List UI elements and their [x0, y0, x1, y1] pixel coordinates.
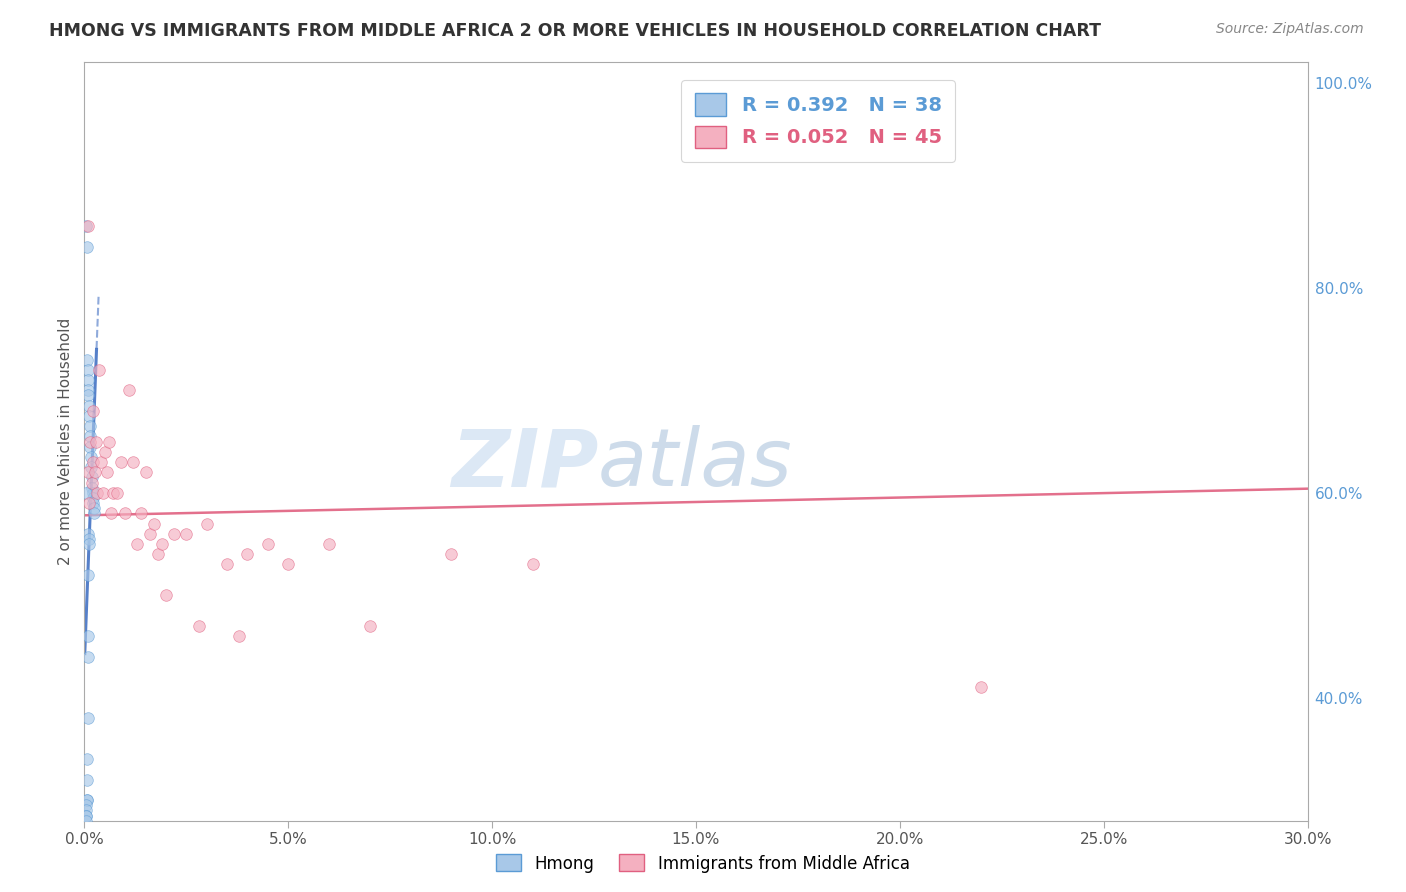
Point	[76, 772, 98, 787]
Point	[174, 526, 197, 541]
Point	[195, 516, 218, 531]
Point	[79, 440, 101, 454]
Point	[77, 526, 100, 541]
Text: atlas: atlas	[598, 425, 793, 503]
Point	[110, 455, 132, 469]
Point	[77, 384, 100, 398]
Point	[77, 711, 100, 725]
Legend: R = 0.392   N = 38, R = 0.052   N = 45: R = 0.392 N = 38, R = 0.052 N = 45	[682, 79, 955, 161]
Point	[114, 506, 136, 520]
Point	[75, 485, 97, 500]
Point	[236, 547, 259, 561]
Point	[187, 619, 209, 633]
Point	[217, 558, 239, 572]
Point	[138, 526, 160, 541]
Point	[77, 537, 100, 551]
Point	[76, 752, 98, 766]
Point	[82, 481, 104, 495]
Point	[155, 588, 177, 602]
Y-axis label: 2 or more Vehicles in Household: 2 or more Vehicles in Household	[58, 318, 73, 566]
Point	[97, 434, 120, 449]
Point	[122, 455, 145, 469]
Point	[77, 399, 100, 413]
Point	[90, 455, 112, 469]
Point	[80, 460, 103, 475]
Point	[76, 363, 98, 377]
Point	[142, 516, 165, 531]
Point	[146, 547, 169, 561]
Point	[77, 409, 100, 423]
Point	[77, 567, 100, 582]
Text: HMONG VS IMMIGRANTS FROM MIDDLE AFRICA 2 OR MORE VEHICLES IN HOUSEHOLD CORRELATI: HMONG VS IMMIGRANTS FROM MIDDLE AFRICA 2…	[49, 22, 1101, 40]
Point	[77, 465, 100, 479]
Point	[82, 455, 104, 469]
Point	[75, 808, 97, 822]
Point	[82, 404, 104, 418]
Point	[118, 384, 141, 398]
Point	[76, 793, 98, 807]
Point	[359, 619, 381, 633]
Point	[76, 793, 98, 807]
Point	[77, 496, 100, 510]
Point	[86, 485, 108, 500]
Point	[79, 434, 101, 449]
Point	[127, 537, 149, 551]
Point	[75, 804, 97, 818]
Point	[101, 485, 124, 500]
Point	[105, 485, 128, 500]
Point	[91, 485, 114, 500]
Point	[83, 501, 105, 516]
Point	[100, 506, 122, 520]
Point	[135, 465, 157, 479]
Point	[96, 465, 118, 479]
Legend: Hmong, Immigrants from Middle Africa: Hmong, Immigrants from Middle Africa	[489, 847, 917, 880]
Point	[76, 240, 98, 254]
Point	[79, 419, 101, 434]
Point	[318, 537, 340, 551]
Point	[131, 506, 153, 520]
Point	[80, 450, 103, 464]
Point	[77, 388, 100, 402]
Point	[75, 814, 97, 828]
Point	[257, 537, 280, 551]
Point	[150, 537, 173, 551]
Point	[440, 547, 463, 561]
Point	[75, 219, 97, 234]
Point	[228, 629, 250, 643]
Point	[80, 475, 103, 490]
Point	[83, 465, 105, 479]
Point	[76, 352, 98, 367]
Point	[82, 491, 104, 505]
Point	[77, 532, 100, 546]
Point	[83, 506, 105, 520]
Point	[79, 429, 101, 443]
Point	[75, 808, 97, 822]
Point	[84, 434, 107, 449]
Point	[93, 444, 115, 458]
Point	[277, 558, 299, 572]
Point	[87, 363, 110, 377]
Point	[163, 526, 186, 541]
Point	[77, 373, 100, 387]
Point	[970, 681, 993, 695]
Point	[82, 496, 104, 510]
Point	[76, 219, 98, 234]
Point	[82, 485, 104, 500]
Point	[75, 798, 97, 813]
Text: Source: ZipAtlas.com: Source: ZipAtlas.com	[1216, 22, 1364, 37]
Point	[80, 470, 103, 484]
Point	[76, 649, 98, 664]
Point	[522, 558, 544, 572]
Point	[76, 629, 98, 643]
Text: ZIP: ZIP	[451, 425, 598, 503]
